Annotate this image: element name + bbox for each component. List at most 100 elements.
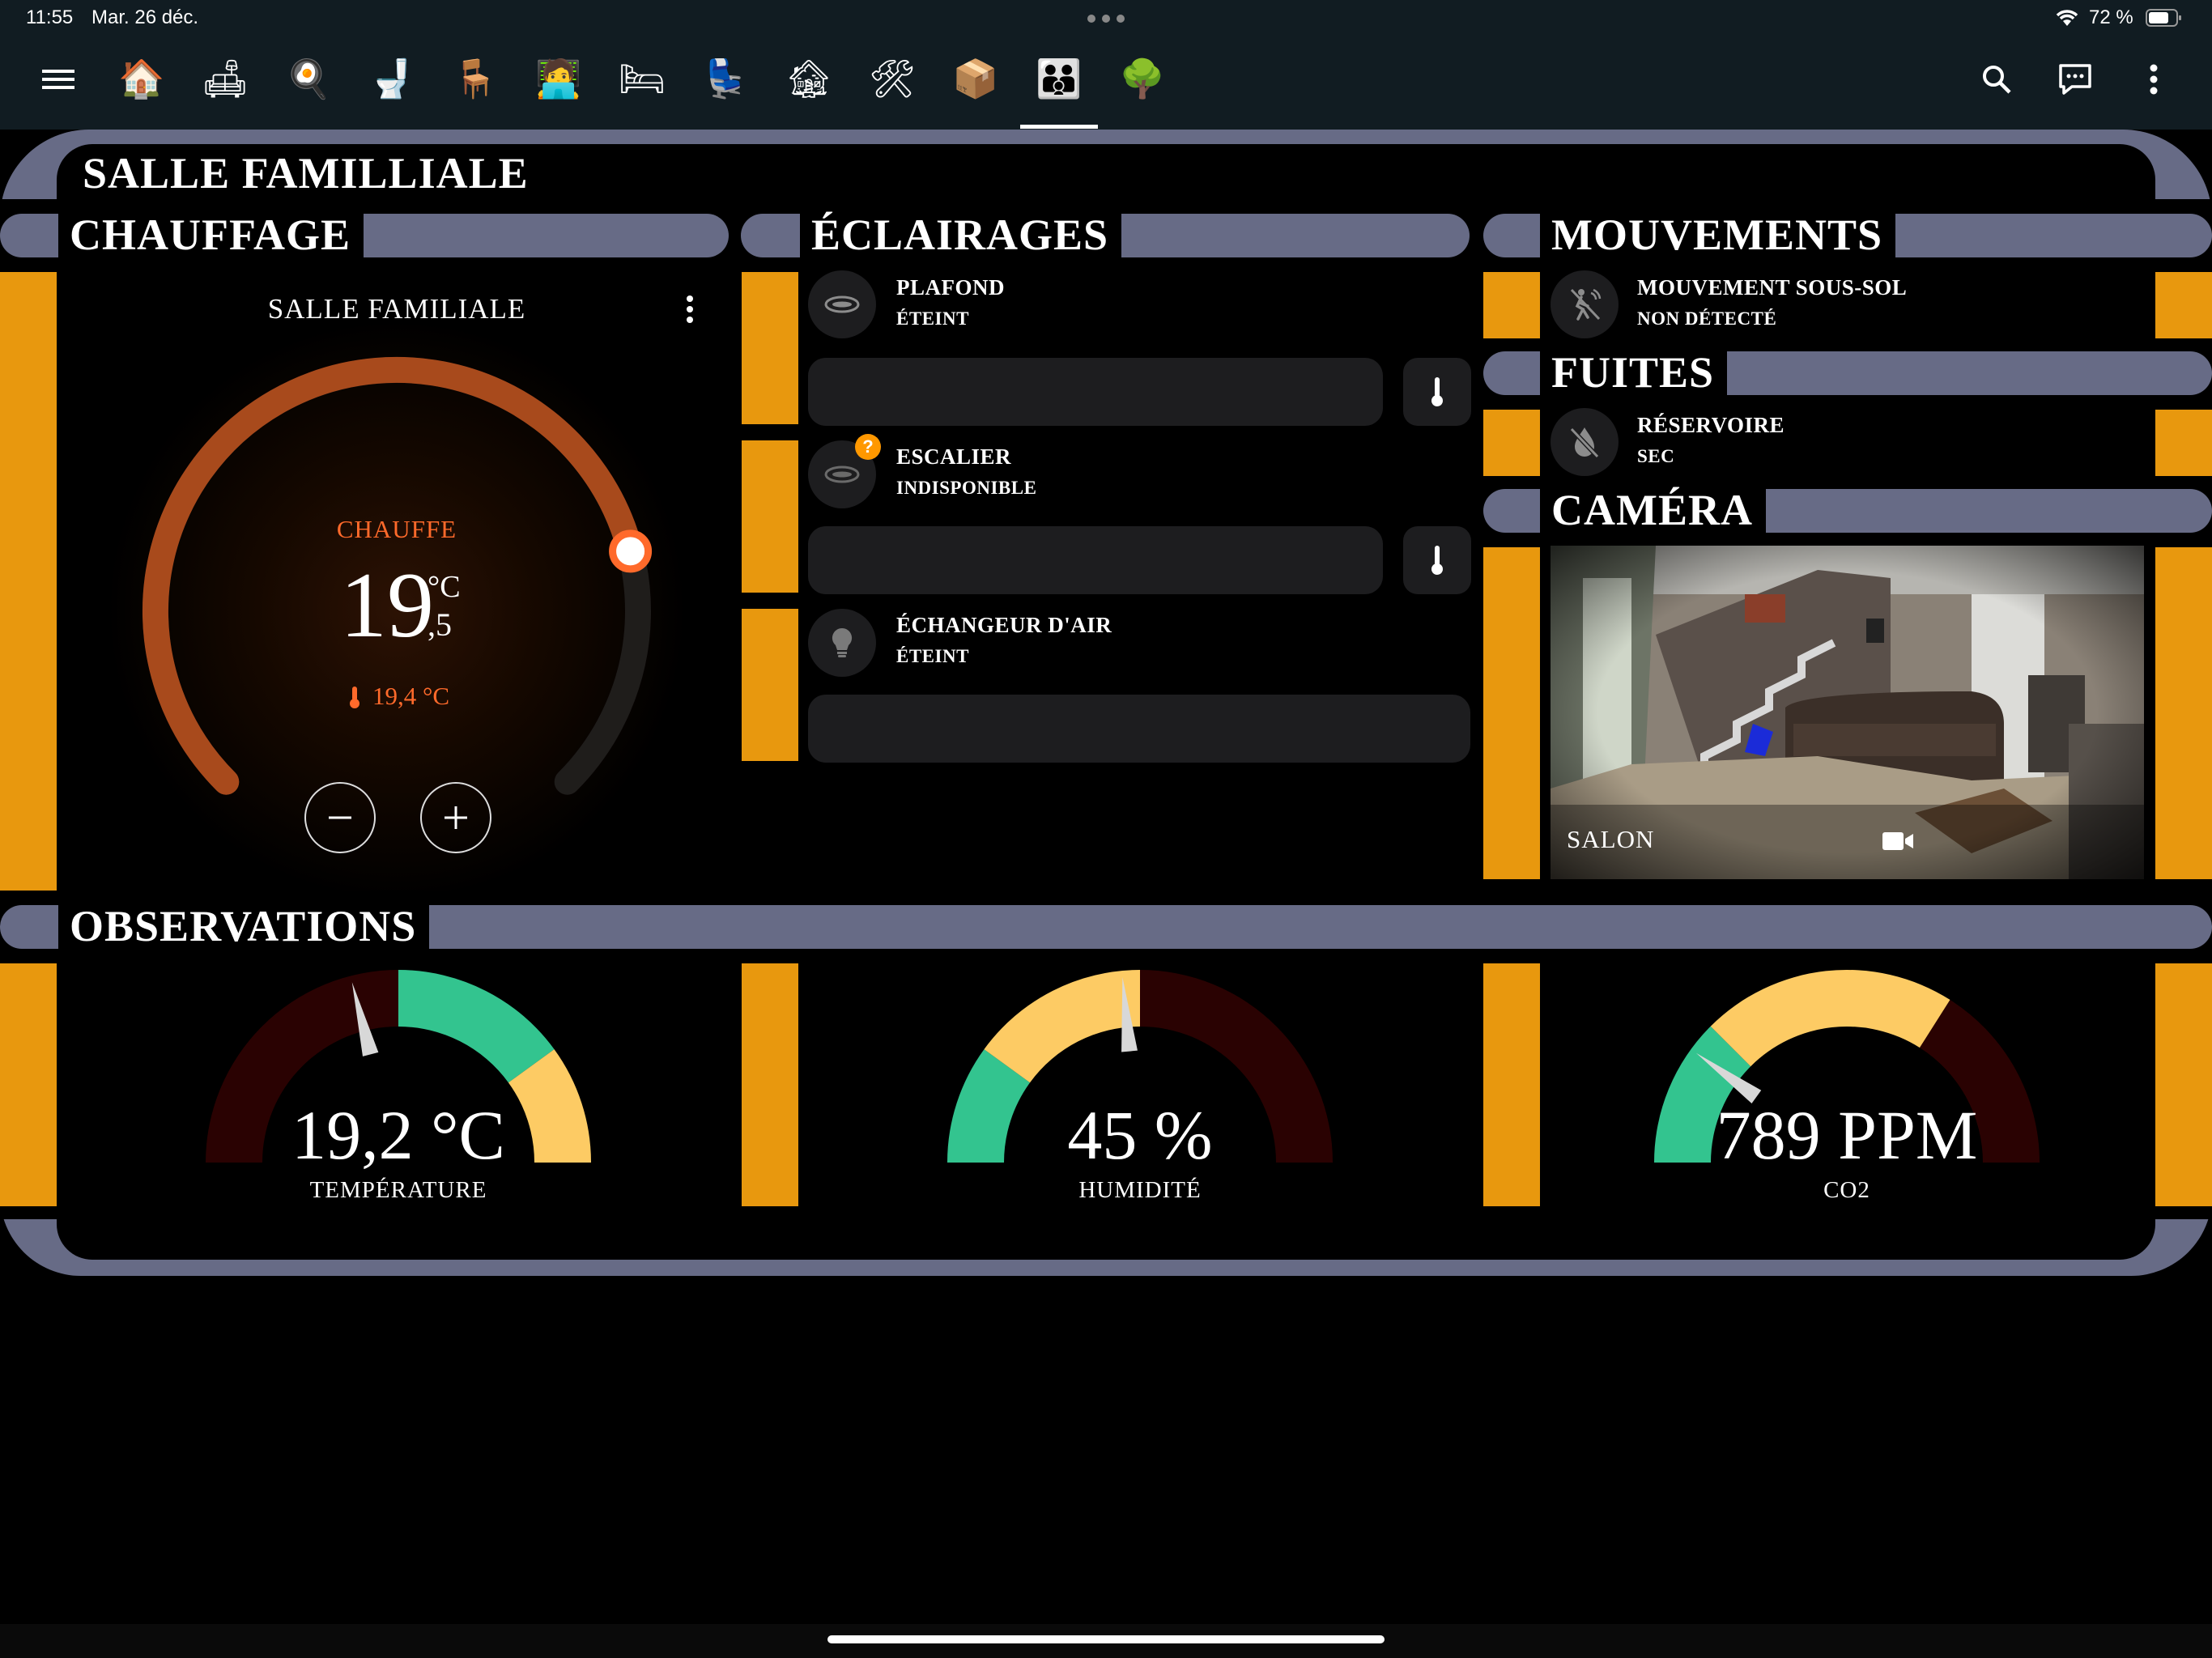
thermostat-more-icon[interactable] — [677, 291, 703, 327]
header-camera: CAMÉRA — [1540, 481, 1766, 539]
status-date: Mar. 26 déc. — [91, 6, 199, 28]
light-state: INDISPONIBLE — [896, 478, 1037, 498]
accent-block — [2155, 410, 2212, 476]
motion-sensor-icon[interactable] — [1551, 270, 1619, 338]
gauge-needle — [1121, 977, 1138, 1052]
camera-image — [1551, 546, 2144, 879]
light-name: ÉCHANGEUR D'AIR — [896, 613, 1112, 637]
thermometer-icon — [347, 684, 363, 710]
gauge-segment — [508, 1049, 591, 1163]
co2-gauge — [1654, 970, 2040, 1163]
gauge-value: 45 % — [1067, 1096, 1213, 1174]
decrease-button[interactable] — [304, 782, 376, 853]
header-chauffage: CHAUFFAGE — [58, 206, 364, 264]
light-name: ESCALIER — [896, 444, 1012, 469]
armchair-icon[interactable]: 💺 — [702, 58, 749, 100]
hvac-mode: CHAUFFE — [336, 515, 457, 543]
house-icon[interactable]: 🏠 — [118, 58, 165, 100]
color-temp-button[interactable] — [1403, 358, 1471, 426]
assist-chat-icon[interactable] — [2052, 57, 2098, 102]
brightness-slider[interactable] — [808, 358, 1383, 426]
accent-block — [742, 609, 798, 761]
menu-icon[interactable] — [36, 57, 81, 102]
light-state: ÉTEINT — [896, 646, 969, 666]
accent-block — [742, 440, 798, 593]
family-icon[interactable]: 👪 — [1036, 58, 1083, 100]
header-observations: OBSERVATIONS — [58, 897, 430, 955]
gauge-segment — [398, 970, 555, 1083]
multitask-dots-icon[interactable] — [1087, 15, 1125, 23]
brightness-slider[interactable] — [808, 526, 1383, 594]
stairs-icon[interactable]: 📦 — [952, 58, 999, 100]
gauge-segment — [984, 970, 1140, 1083]
gauge-segment — [1140, 970, 1333, 1163]
leak-state: SEC — [1637, 446, 1675, 466]
target-unit: °C — [428, 570, 461, 604]
setpoint-handle[interactable] — [609, 529, 653, 573]
camera-name: SALON — [1567, 825, 1655, 853]
thermometer-icon — [1431, 546, 1443, 575]
motion-name: MOUVEMENT SOUS-SOL — [1637, 275, 1908, 300]
humidity-gauge — [947, 970, 1333, 1163]
status-time: 11:55 — [26, 6, 74, 28]
header-fuites: FUITES — [1540, 343, 1728, 402]
accent-block — [742, 272, 798, 424]
ceiling-light-icon[interactable] — [808, 270, 876, 338]
accent-block — [2155, 272, 2212, 338]
gauge-segment — [206, 970, 398, 1163]
bed-icon[interactable]: 🛏 — [618, 58, 666, 100]
active-tab-indicator — [1020, 125, 1098, 129]
lightbulb-icon[interactable] — [808, 609, 876, 677]
gauge-segment — [947, 1049, 1031, 1163]
more-vert-icon[interactable] — [2131, 57, 2176, 102]
sofa-icon[interactable]: 🛋 — [201, 58, 249, 100]
gauge-needle — [351, 982, 379, 1056]
gauge-segment — [1710, 970, 1950, 1067]
water-off-icon[interactable] — [1551, 408, 1619, 476]
accent-block — [1483, 272, 1540, 338]
gauge-label: HUMIDITÉ — [1078, 1177, 1202, 1203]
video-camera-icon[interactable] — [1881, 829, 1915, 853]
brightness-slider[interactable] — [808, 695, 1470, 763]
gauge-needle — [1695, 1052, 1762, 1103]
accent-block — [742, 963, 798, 1206]
gauge-value: 19,2 °C — [291, 1096, 505, 1174]
header-mouvements: MOUVEMENTS — [1540, 206, 1896, 264]
tree-icon[interactable]: 🌳 — [1119, 58, 1166, 100]
accent-block — [1483, 963, 1540, 1206]
basement-icon[interactable]: 🏚 — [785, 58, 833, 100]
accent-block — [2155, 547, 2212, 879]
toilet-icon[interactable]: 🚽 — [368, 58, 415, 100]
target-temperature: 19 °C ,5 — [340, 559, 470, 664]
wifi-icon — [2055, 8, 2079, 28]
gauge-segment — [1920, 1000, 2040, 1163]
tools-icon[interactable]: 🛠 — [868, 58, 917, 100]
current-temperature: 19,4 °C — [372, 682, 450, 710]
minus-icon — [329, 816, 351, 819]
accent-block — [0, 963, 57, 1206]
battery-icon — [2146, 8, 2183, 28]
increase-button[interactable] — [420, 782, 491, 853]
gauge-label: CO2 — [1823, 1177, 1870, 1203]
table-icon[interactable]: 🪑 — [452, 58, 499, 100]
motion-state: NON DÉTECTÉ — [1637, 308, 1777, 329]
header-eclairages: ÉCLAIRAGES — [800, 206, 1122, 264]
camera-feed[interactable]: SALON — [1551, 546, 2144, 879]
light-state: ÉTEINT — [896, 308, 969, 329]
thermostat-dial[interactable] — [130, 344, 664, 814]
desk-worker-icon[interactable]: 🧑‍💻 — [535, 58, 582, 100]
home-indicator[interactable] — [827, 1635, 1385, 1643]
stove-icon[interactable]: 🍳 — [285, 58, 332, 100]
camera-caption-bar — [1551, 805, 2144, 879]
accent-block — [1483, 547, 1540, 879]
target-decimal: ,5 — [428, 606, 452, 643]
search-icon[interactable] — [1974, 57, 2019, 102]
gauge-segment — [1654, 1026, 1751, 1163]
accent-block — [0, 272, 57, 891]
thermostat-title: SALLE FAMILIALE — [267, 293, 526, 325]
color-temp-button[interactable] — [1403, 526, 1471, 594]
gauge-value: 789 PPM — [1716, 1096, 1978, 1174]
page-title: SALLE FAMILLIALE — [83, 149, 529, 198]
leak-name: RÉSERVOIRE — [1637, 413, 1785, 437]
temperature-gauge — [206, 970, 591, 1163]
